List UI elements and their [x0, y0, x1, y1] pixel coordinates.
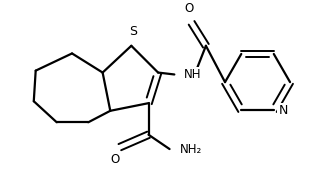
Text: S: S [129, 25, 137, 38]
Text: N: N [279, 104, 288, 117]
Text: O: O [184, 2, 193, 15]
Text: NH₂: NH₂ [180, 143, 202, 155]
Text: O: O [110, 153, 120, 166]
Text: NH: NH [184, 68, 201, 81]
